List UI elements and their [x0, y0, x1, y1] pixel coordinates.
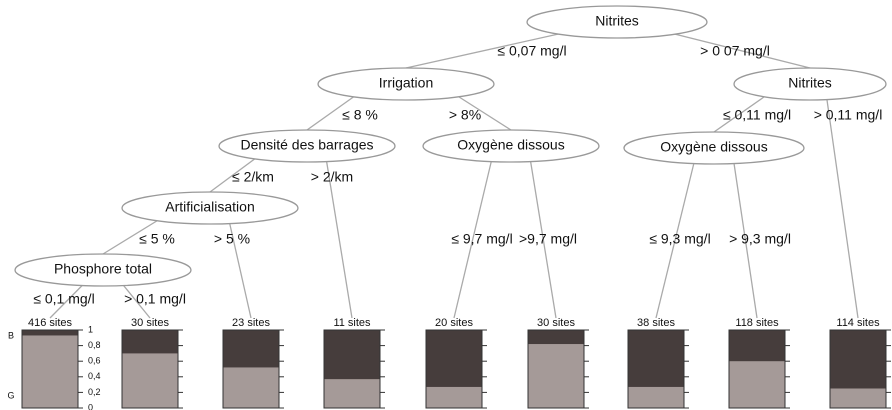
- edge-label: > 2/km: [311, 169, 353, 185]
- node: [121, 191, 299, 225]
- leaf-label: 38 sites: [637, 317, 675, 329]
- edge: [713, 93, 769, 133]
- edge: [529, 159, 557, 319]
- node-label: Nitrites: [788, 75, 832, 91]
- leaf-label: 20 sites: [435, 317, 473, 329]
- node: [623, 131, 805, 165]
- edge-label: ≤ 5 %: [139, 231, 175, 247]
- node: [218, 129, 396, 163]
- edge: [228, 221, 252, 319]
- bar-frame: [829, 329, 887, 409]
- edge: [49, 283, 85, 319]
- edge-label: ≤ 8 %: [342, 107, 378, 123]
- node-label: Oxygène dissous: [457, 137, 564, 153]
- leaf-label: 416 sites: [28, 317, 73, 329]
- edge: [306, 93, 358, 131]
- bar-frame: [121, 329, 179, 409]
- share-g: [528, 344, 584, 408]
- bar-frame: [222, 329, 280, 409]
- share-g: [426, 386, 482, 408]
- share-g: [223, 367, 279, 408]
- share-g: [22, 335, 78, 408]
- edge-label: > 0 07 mg/l: [700, 43, 770, 59]
- edge: [655, 161, 695, 319]
- leaf-label: 118 sites: [735, 317, 779, 329]
- leaf-label: 30 sites: [131, 317, 169, 329]
- edge-label: > 0,11 mg/l: [814, 107, 883, 123]
- node-label: Densité des barrages: [240, 137, 373, 153]
- node-label: Oxygène dissous: [660, 139, 767, 155]
- node-label: Artificialisation: [165, 199, 254, 215]
- node: [526, 5, 708, 39]
- tick-label: 0: [88, 402, 93, 410]
- edge-label: ≤ 0,11 mg/l: [723, 107, 791, 123]
- edge: [733, 161, 758, 319]
- edge-label: > 0,1 mg/l: [124, 291, 186, 307]
- node-label: Phosphore total: [54, 261, 152, 277]
- bottom-label: G: [7, 390, 14, 400]
- leaf-label: 23 sites: [232, 317, 270, 329]
- leaf-label: 11 sites: [333, 317, 371, 329]
- tick-label: 0,8: [88, 340, 101, 350]
- bar-frame: [323, 329, 381, 409]
- edge: [666, 31, 811, 69]
- edge-label: > 5 %: [214, 231, 250, 247]
- tick-label: 0,6: [88, 356, 101, 366]
- edge-label: ≤ 2/km: [232, 169, 274, 185]
- bar-frame: [425, 329, 483, 409]
- edge-label: ≤ 0,07 mg/l: [497, 43, 566, 59]
- edge: [405, 31, 568, 69]
- edge: [453, 159, 493, 319]
- bar-frame: [21, 329, 79, 409]
- tick-label: 1: [88, 324, 93, 334]
- share-g: [122, 353, 178, 408]
- leaf-label: 30 sites: [537, 317, 575, 329]
- edge-label: ≤ 9,7 mg/l: [451, 231, 512, 247]
- bar-frame: [627, 329, 685, 409]
- edge-label: > 8%: [449, 107, 481, 123]
- bar-frame: [728, 329, 786, 409]
- node-label: Nitrites: [595, 13, 639, 29]
- edge-label: > 9,3 mg/l: [729, 231, 791, 247]
- tick-label: 0,4: [88, 371, 101, 381]
- node: [317, 67, 495, 101]
- edge: [325, 159, 353, 319]
- tick-label: 0,2: [88, 387, 101, 397]
- edge-label: ≤ 0,1 mg/l: [33, 291, 94, 307]
- leaf-label: 114 sites: [836, 317, 880, 329]
- edge: [121, 283, 151, 319]
- edge-label: ≤ 9,3 mg/l: [649, 231, 710, 247]
- node-label: Irrigation: [379, 75, 433, 91]
- share-g: [729, 361, 785, 408]
- edge: [102, 217, 162, 255]
- share-g: [324, 379, 380, 408]
- share-g: [830, 388, 886, 408]
- bar-frame: [527, 329, 585, 409]
- edge: [209, 155, 259, 193]
- share-g: [628, 386, 684, 408]
- edge: [826, 97, 859, 319]
- node: [422, 129, 600, 163]
- node: [733, 67, 887, 101]
- top-label: B: [8, 330, 14, 340]
- node: [14, 253, 192, 287]
- edge: [454, 93, 512, 131]
- edge-label: >9,7 mg/l: [519, 231, 577, 247]
